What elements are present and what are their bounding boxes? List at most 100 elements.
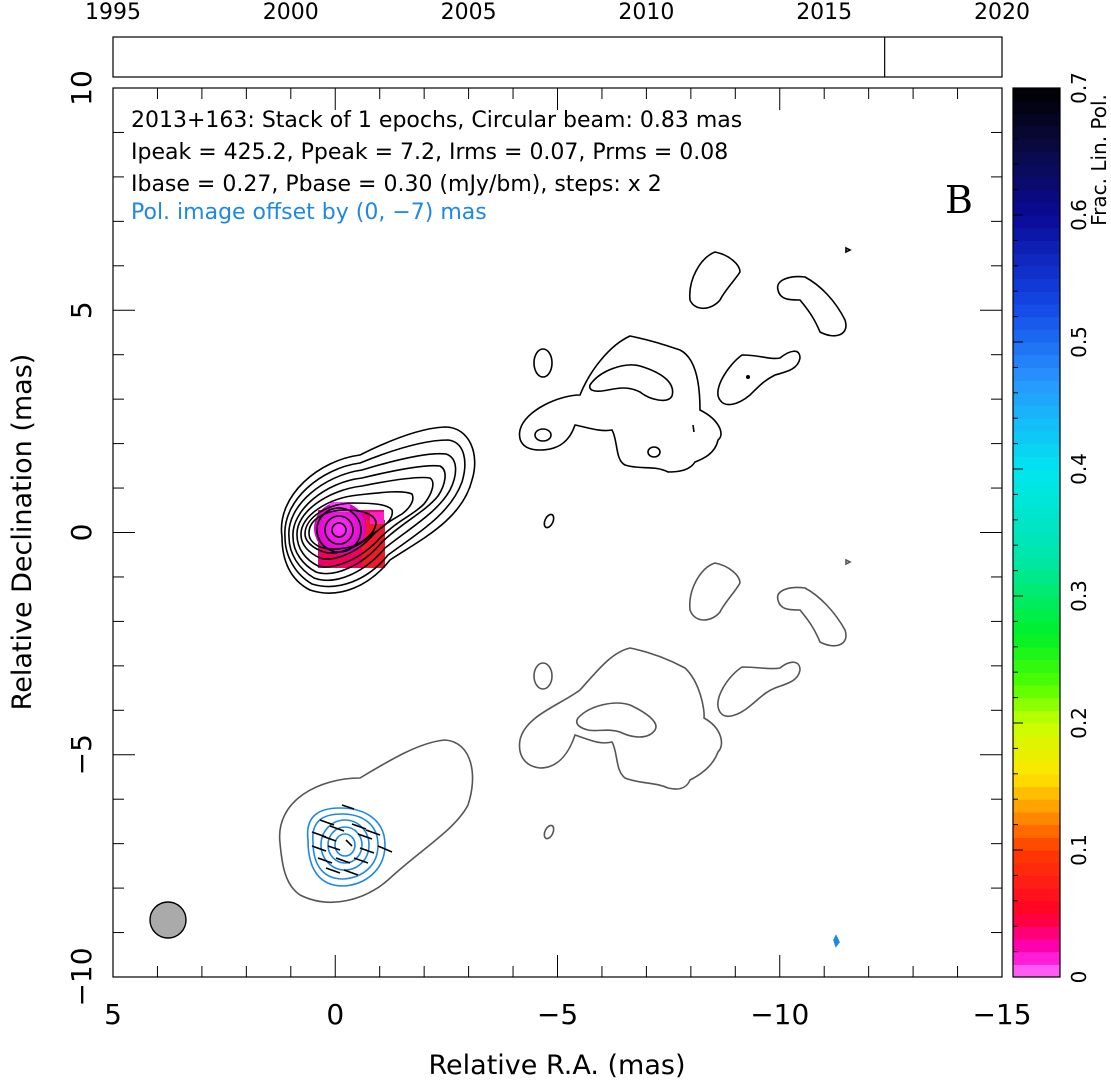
x-tick-label: −5: [537, 998, 578, 1031]
colorbar-band: [1013, 710, 1060, 724]
colorbar-tick-label: 0.2: [1067, 707, 1091, 739]
colorbar-band: [1013, 596, 1060, 610]
colorbar-band: [1013, 227, 1060, 241]
colorbar-band: [1013, 240, 1060, 254]
timeline-tick-labels: 1995 2000 2005 2010 2015 2020: [85, 0, 1030, 25]
colorbar-band: [1013, 608, 1060, 622]
colorbar-band: [1013, 888, 1060, 902]
colorbar-band: [1013, 100, 1060, 114]
y-tick-label: 0: [65, 524, 98, 542]
colorbar-tick-label: 0: [1067, 971, 1091, 984]
colorbar-band: [1013, 684, 1060, 699]
colorbar-band: [1013, 913, 1060, 927]
colorbar-band: [1013, 380, 1060, 394]
timeline-frame: [112, 36, 1003, 78]
colorbar-band: [1013, 443, 1060, 457]
colorbar-band: [1013, 138, 1060, 153]
colorbar-band: [1013, 202, 1060, 216]
polarized-intensity-contours: [306, 807, 840, 948]
colorbar-band: [1013, 824, 1060, 838]
colorbar-band: [1013, 253, 1060, 267]
x-tick-label: −15: [972, 998, 1031, 1031]
colorbar-band: [1013, 748, 1060, 762]
colorbar-band: [1013, 837, 1060, 851]
colorbar-frame: [1012, 87, 1061, 978]
colorbar-band: [1013, 418, 1060, 432]
pol-offset-note: Pol. image offset by (0, −7) mas: [131, 200, 487, 225]
axis-ticks: [112, 87, 1003, 978]
colorbar-band: [1013, 697, 1060, 711]
timeline-tick-label: 2010: [618, 0, 674, 25]
colorbar-band: [1013, 786, 1060, 800]
colorbar-tick-label: 0.6: [1067, 199, 1091, 231]
colorbar-band: [1013, 392, 1060, 407]
colorbar-band: [1013, 405, 1060, 419]
colorbar-band: [1013, 303, 1060, 318]
timeline-tick-label: 2015: [796, 0, 852, 25]
header-line-1: 2013+163: Stack of 1 epochs, Circular be…: [131, 108, 742, 133]
colorbar-band: [1013, 519, 1060, 534]
colorbar-gradient: [1013, 88, 1060, 978]
colorbar-band: [1013, 862, 1060, 876]
timeline-tick-label: 2000: [263, 0, 319, 25]
colorbar-band: [1013, 342, 1060, 356]
colorbar-band: [1013, 773, 1060, 788]
colorbar-tick-label: 0.5: [1067, 326, 1091, 358]
colorbar-band: [1013, 494, 1060, 508]
colorbar: 0 0.1 0.2 0.3 0.4 0.5 0.6 0.7 Frac. Lin. Pol.: [1012, 72, 1111, 983]
colorbar-band: [1013, 557, 1060, 572]
colorbar-band: [1013, 964, 1060, 978]
evpa-vectors: [311, 804, 393, 876]
y-tick-label: 10: [65, 70, 98, 106]
colorbar-band: [1013, 507, 1060, 521]
colorbar-band: [1013, 761, 1060, 775]
header-line-3: Ibase = 0.27, Pbase = 0.30 (mJy/bm), ste…: [131, 172, 662, 197]
colorbar-band: [1013, 88, 1060, 102]
colorbar-band: [1013, 634, 1060, 648]
colorbar-band: [1013, 621, 1060, 635]
colorbar-tick-label: 0.1: [1067, 834, 1091, 866]
colorbar-band: [1013, 532, 1060, 546]
colorbar-band: [1013, 545, 1060, 559]
colorbar-band: [1013, 900, 1060, 915]
colorbar-band: [1013, 570, 1060, 584]
colorbar-band: [1013, 659, 1060, 673]
colorbar-band: [1013, 672, 1060, 686]
timeline-strip: 1995 2000 2005 2010 2015 2020: [85, 0, 1030, 78]
colorbar-band: [1013, 811, 1060, 826]
panel-label: B: [945, 178, 973, 222]
colorbar-band: [1013, 951, 1060, 965]
colorbar-band: [1013, 583, 1060, 597]
timeline-tick-label: 1995: [85, 0, 141, 25]
colorbar-tick-label: 0.7: [1067, 72, 1091, 104]
colorbar-band: [1013, 126, 1060, 140]
colorbar-band: [1013, 329, 1060, 343]
colorbar-band: [1013, 354, 1060, 368]
y-axis-label: Relative Declination (mas): [7, 354, 38, 711]
colorbar-ticks: 0 0.1 0.2 0.3 0.4 0.5 0.6 0.7: [1013, 72, 1091, 983]
colorbar-band: [1013, 164, 1060, 178]
colorbar-band: [1013, 367, 1060, 381]
colorbar-band: [1013, 265, 1060, 280]
colorbar-band: [1013, 291, 1060, 305]
y-tick-label: 5: [65, 301, 98, 319]
colorbar-band: [1013, 926, 1060, 940]
colorbar-band: [1013, 723, 1060, 737]
colorbar-band: [1013, 799, 1060, 813]
colorbar-band: [1013, 481, 1060, 495]
x-tick-label: 5: [104, 998, 122, 1031]
colorbar-band: [1013, 430, 1060, 445]
y-tick-label: −10: [65, 947, 98, 1006]
timeline-tick-label: 2020: [974, 0, 1030, 25]
x-axis-label: Relative R.A. (mas): [429, 1050, 686, 1081]
offset-total-intensity-contours: [278, 558, 852, 903]
colorbar-tick-label: 0.4: [1067, 453, 1091, 485]
x-tick-label: 0: [326, 998, 344, 1031]
colorbar-tick-label: 0.3: [1067, 580, 1091, 612]
beam-ellipse: [149, 901, 187, 939]
axis-tick-labels: 5 0 −5 −10 −15 −10 −5 0 5 10: [65, 70, 1032, 1031]
colorbar-band: [1013, 875, 1060, 889]
x-tick-label: −10: [750, 998, 809, 1031]
header-line-2: Ipeak = 425.2, Ppeak = 7.2, Irms = 0.07,…: [131, 140, 728, 165]
